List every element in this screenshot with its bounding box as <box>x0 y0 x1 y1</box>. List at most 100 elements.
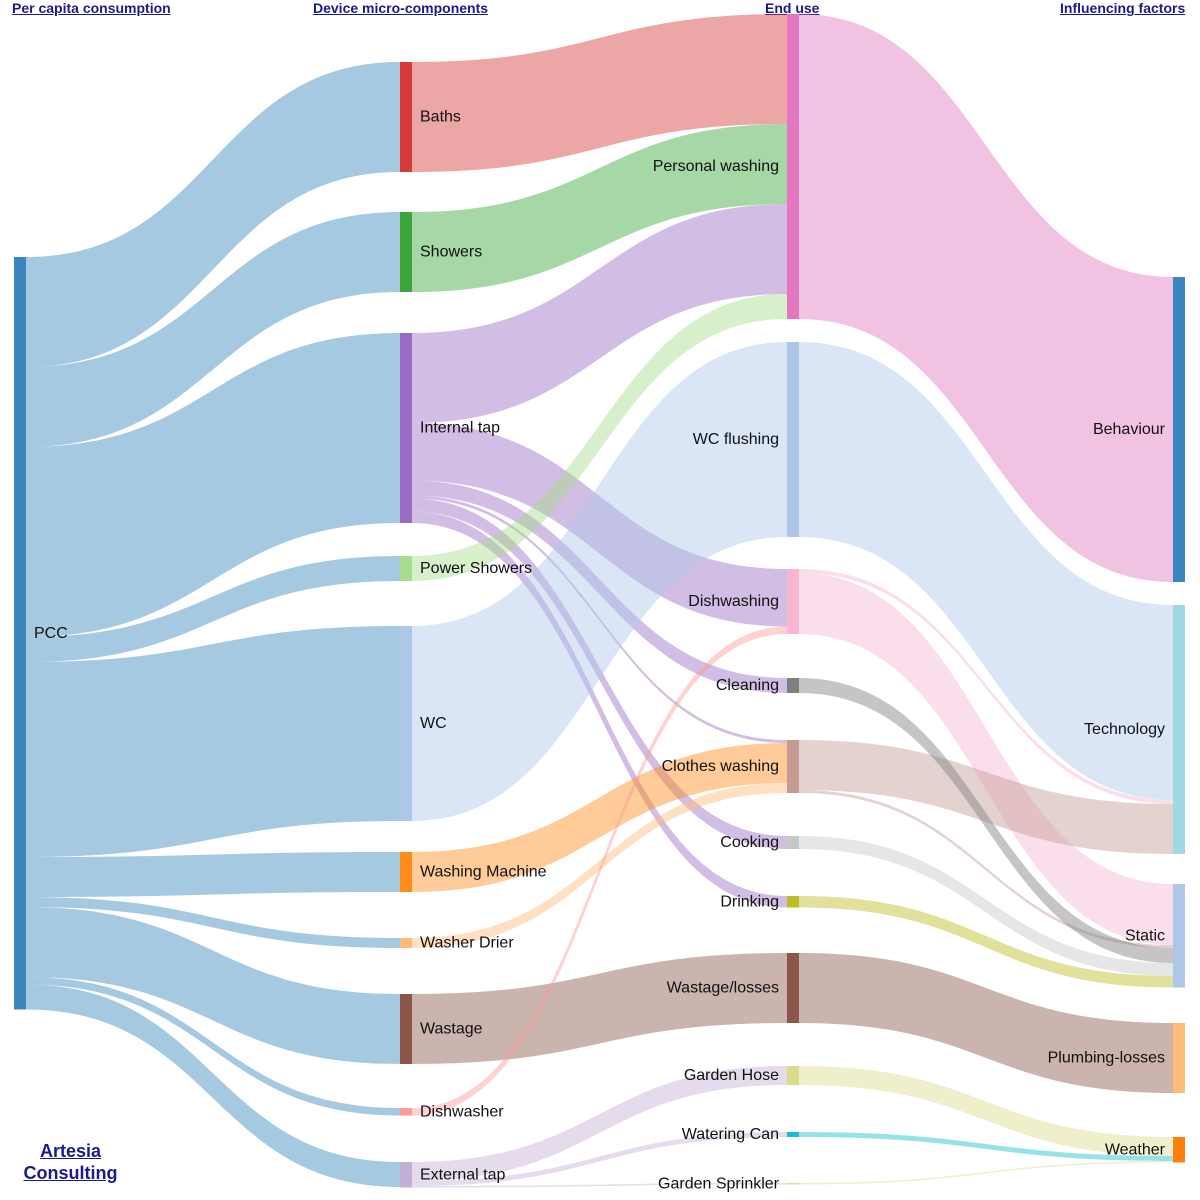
link-internal_tap-to-personal_washing[interactable] <box>412 204 787 423</box>
link-garden_sprinkler-to-weather[interactable] <box>799 1161 1173 1185</box>
node-label-weather: Weather <box>1105 1141 1166 1158</box>
node-label-technology: Technology <box>1084 721 1165 738</box>
node-dishwasher[interactable] <box>400 1108 412 1116</box>
link-pcc-to-wc[interactable] <box>26 626 400 857</box>
link-showers-to-personal_washing[interactable] <box>412 124 787 292</box>
link-watering_can-to-weather[interactable] <box>799 1132 1173 1161</box>
node-label-behaviour: Behaviour <box>1093 421 1166 438</box>
node-label-clothes_washing: Clothes washing <box>662 758 779 775</box>
node-garden_hose[interactable] <box>787 1066 799 1085</box>
node-technology[interactable] <box>1173 605 1185 854</box>
link-pcc-to-wastage[interactable] <box>26 907 400 1064</box>
node-label-plumbing_losses: Plumbing-losses <box>1048 1050 1165 1067</box>
node-wc_flushing[interactable] <box>787 342 799 537</box>
link-internal_tap-to-dishwashing[interactable] <box>412 423 787 627</box>
link-wastage-to-wastage_losses[interactable] <box>412 953 787 1064</box>
node-label-wc: WC <box>420 715 447 732</box>
link-pcc-to-power_showers[interactable] <box>26 556 400 662</box>
node-label-garden_sprinkler: Garden Sprinkler <box>658 1175 780 1192</box>
link-external_tap-to-watering_can[interactable] <box>412 1132 787 1186</box>
link-baths-to-personal_washing[interactable] <box>412 14 787 172</box>
link-pcc-to-baths[interactable] <box>26 62 400 367</box>
link-cooking-to-static[interactable] <box>799 836 1173 976</box>
node-power_showers[interactable] <box>400 556 412 581</box>
node-weather[interactable] <box>1173 1137 1185 1163</box>
node-static[interactable] <box>1173 884 1185 988</box>
nodes-group: PCC Baths Showers Internal tap Power Showers… <box>14 14 1185 1192</box>
node-label-external_tap: External tap <box>420 1166 505 1183</box>
link-garden_hose-to-weather[interactable] <box>799 1066 1173 1156</box>
link-clothes_washing-to-static[interactable] <box>799 790 1173 948</box>
link-personal_washing-to-behaviour[interactable] <box>799 14 1173 582</box>
node-label-dishwasher: Dishwasher <box>420 1103 504 1120</box>
link-external_tap-to-garden_sprinkler[interactable] <box>412 1183 787 1188</box>
node-dishwashing[interactable] <box>787 569 799 634</box>
link-pcc-to-showers[interactable] <box>26 212 400 447</box>
link-wastage_losses-to-plumbing_losses[interactable] <box>799 953 1173 1093</box>
node-plumbing_losses[interactable] <box>1173 1023 1185 1093</box>
link-drinking-to-static[interactable] <box>799 896 1173 988</box>
node-garden_sprinkler[interactable] <box>787 1183 799 1185</box>
link-external_tap-to-garden_hose[interactable] <box>412 1066 787 1181</box>
header-device-micro-components[interactable]: Device micro-components <box>313 0 489 16</box>
brand-line-1: Artesia <box>39 1141 102 1161</box>
node-label-dishwashing: Dishwashing <box>688 593 779 610</box>
link-clothes_washing-to-technology[interactable] <box>799 740 1173 854</box>
node-label-personal_washing: Personal washing <box>653 158 779 175</box>
node-behaviour[interactable] <box>1173 277 1185 582</box>
node-wastage_losses[interactable] <box>787 953 799 1023</box>
node-label-power_showers: Power Showers <box>420 560 532 577</box>
node-label-static: Static <box>1125 927 1165 944</box>
link-dishwashing-to-technology[interactable] <box>799 569 1173 804</box>
node-label-garden_hose: Garden Hose <box>684 1067 779 1084</box>
node-baths[interactable] <box>400 62 412 172</box>
link-cleaning-to-static[interactable] <box>799 678 1173 963</box>
link-internal_tap-to-cleaning[interactable] <box>412 480 787 694</box>
link-power_showers-to-personal_washing[interactable] <box>412 294 787 581</box>
node-label-cleaning: Cleaning <box>716 677 779 694</box>
node-label-pcc: PCC <box>34 625 68 642</box>
node-label-washer_drier: Washer Drier <box>420 935 514 952</box>
node-watering_can[interactable] <box>787 1132 799 1137</box>
node-drinking[interactable] <box>787 896 799 908</box>
brand-line-2: Consulting <box>23 1163 118 1183</box>
node-label-wastage_losses: Wastage/losses <box>667 980 779 997</box>
node-label-cooking: Cooking <box>720 834 779 851</box>
link-wc_flushing-to-technology[interactable] <box>799 342 1173 800</box>
node-label-showers: Showers <box>420 244 482 261</box>
node-label-wc_flushing: WC flushing <box>693 431 779 448</box>
link-internal_tap-to-drinking[interactable] <box>412 511 787 908</box>
link-pcc-to-internal_tap[interactable] <box>26 333 400 637</box>
link-internal_tap-to-cooking[interactable] <box>412 498 787 850</box>
node-cooking[interactable] <box>787 836 799 849</box>
node-personal_washing[interactable] <box>787 14 799 319</box>
node-label-washing_machine: Washing Machine <box>420 864 547 881</box>
node-washing_machine[interactable] <box>400 852 412 892</box>
node-internal_tap[interactable] <box>400 333 412 523</box>
link-dishwasher-to-dishwashing[interactable] <box>412 626 787 1116</box>
node-label-internal_tap: Internal tap <box>420 420 500 437</box>
node-external_tap[interactable] <box>400 1162 412 1188</box>
node-label-baths: Baths <box>420 109 461 126</box>
node-wc[interactable] <box>400 626 412 821</box>
header-influencing-factors[interactable]: Influencing factors <box>1060 0 1186 16</box>
link-pcc-to-dishwasher[interactable] <box>26 977 400 1116</box>
node-clothes_washing[interactable] <box>787 740 799 793</box>
link-washing_machine-to-clothes_washing[interactable] <box>412 743 787 892</box>
links-group <box>26 14 1173 1188</box>
link-pcc-to-external_tap[interactable] <box>26 984 400 1188</box>
node-pcc[interactable] <box>14 257 26 1010</box>
node-showers[interactable] <box>400 212 412 292</box>
link-internal_tap-to-clothes_washing[interactable] <box>412 495 787 744</box>
header-per-capita-consumption[interactable]: Per capita consumption <box>12 0 171 16</box>
link-wc-to-wc_flushing[interactable] <box>412 342 787 821</box>
link-pcc-to-washer_drier[interactable] <box>26 897 400 948</box>
node-cleaning[interactable] <box>787 678 799 693</box>
node-wastage[interactable] <box>400 994 412 1064</box>
link-pcc-to-washing_machine[interactable] <box>26 852 400 897</box>
link-washer_drier-to-clothes_washing[interactable] <box>412 783 787 948</box>
header-end-use[interactable]: End use <box>765 0 820 16</box>
brand-logo[interactable]: Artesia Consulting <box>18 1140 123 1184</box>
link-dishwashing-to-static[interactable] <box>799 573 1173 945</box>
node-washer_drier[interactable] <box>400 938 412 948</box>
